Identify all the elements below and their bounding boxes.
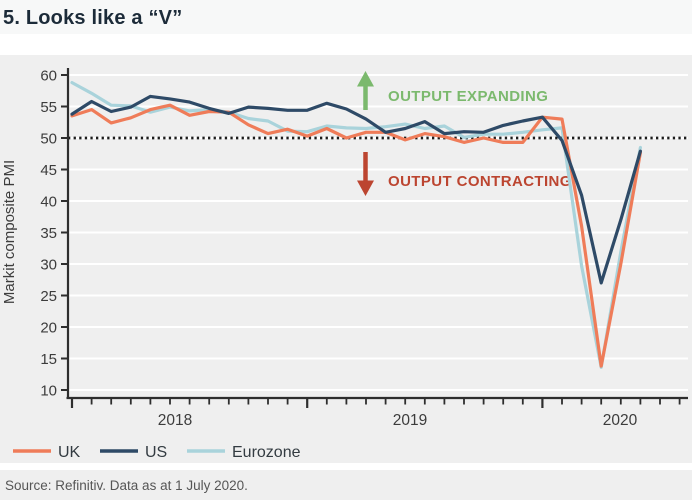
legend-item-uk: UK bbox=[58, 444, 81, 461]
y-tick-label: 35 bbox=[40, 225, 57, 242]
annotation-output-contracting: OUTPUT CONTRACTING bbox=[388, 173, 572, 190]
chart-panel: OUTPUT EXPANDING OUTPUT CONTRACTING 10 15 20… bbox=[0, 55, 692, 463]
series-line-eurozone bbox=[70, 81, 643, 369]
y-tick-label: 55 bbox=[40, 99, 57, 116]
y-axis-title: Markit composite PMI bbox=[1, 160, 18, 304]
chart-title-bar: 5. Looks like a “V” bbox=[0, 0, 692, 34]
annotation-output-expanding: OUTPUT EXPANDING bbox=[388, 88, 548, 105]
y-tick-label: 10 bbox=[40, 383, 57, 400]
pmi-line-chart: OUTPUT EXPANDING OUTPUT CONTRACTING 10 15 20… bbox=[1, 68, 688, 461]
legend-item-us: US bbox=[145, 444, 167, 461]
source-bar: Source: Refinitiv. Data as at 1 July 202… bbox=[0, 470, 692, 500]
x-year-label: 2019 bbox=[393, 412, 427, 429]
down-arrow-icon bbox=[357, 180, 374, 196]
x-year-label: 2020 bbox=[603, 412, 638, 429]
x-year-label: 2018 bbox=[158, 412, 192, 429]
series-line-us bbox=[70, 94, 643, 285]
legend-item-eurozone: Eurozone bbox=[232, 444, 301, 461]
chart-title: 5. Looks like a “V” bbox=[3, 6, 183, 29]
y-tick-label: 30 bbox=[40, 257, 57, 274]
y-tick-label: 20 bbox=[40, 320, 57, 337]
y-tick-label: 25 bbox=[40, 288, 57, 305]
y-tick-label: 60 bbox=[40, 68, 57, 85]
y-tick-label: 45 bbox=[40, 162, 57, 179]
source-text: Source: Refinitiv. Data as at 1 July 202… bbox=[5, 477, 248, 493]
y-tick-label: 40 bbox=[40, 194, 57, 211]
y-tick-label: 15 bbox=[40, 351, 57, 368]
up-arrow-icon bbox=[357, 71, 374, 87]
series-line-uk bbox=[70, 103, 643, 368]
y-tick-label: 50 bbox=[40, 131, 57, 148]
